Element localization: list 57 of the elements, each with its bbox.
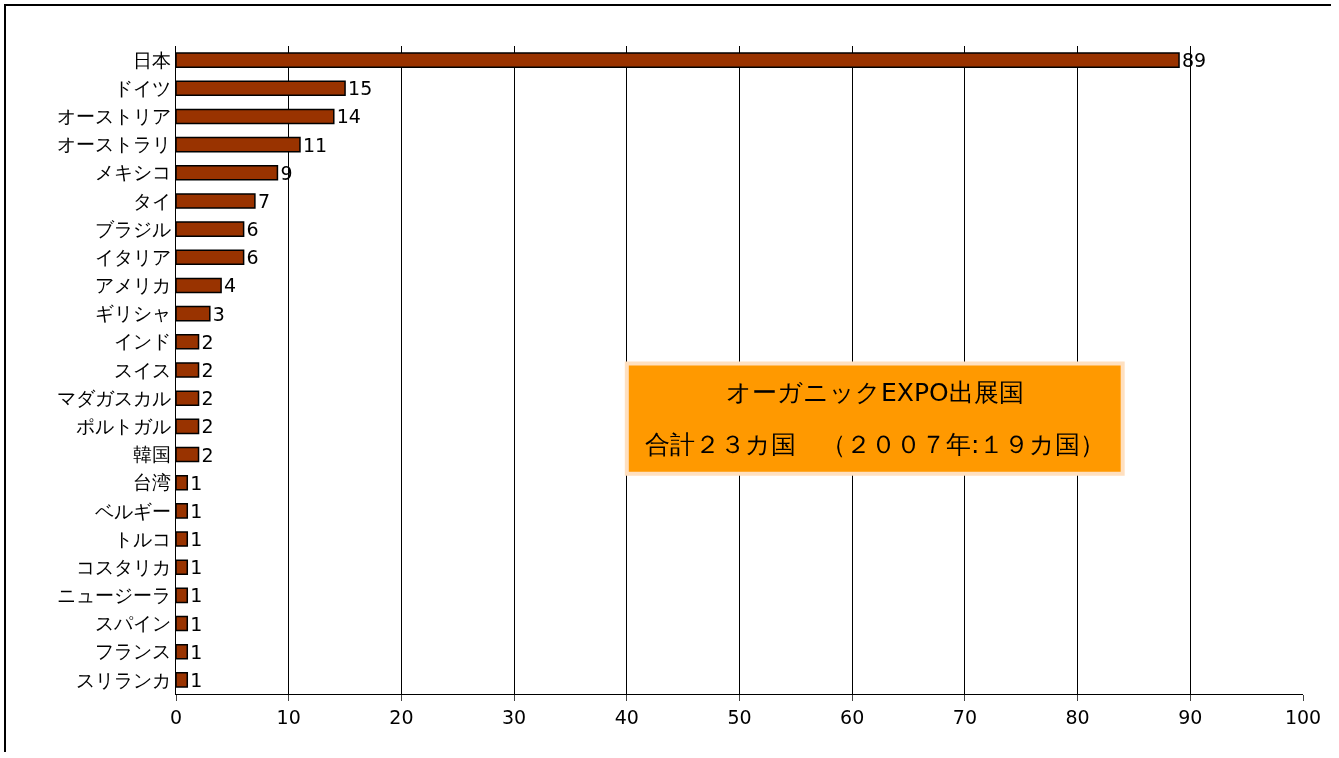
y-tick-label: ニュージーラ bbox=[57, 584, 172, 607]
x-tick-label: 40 bbox=[614, 705, 639, 728]
y-tick-label: 日本 bbox=[133, 48, 172, 71]
y-tick-label: ドイツ bbox=[114, 76, 172, 99]
y-tick-label: マダガスカル bbox=[57, 386, 172, 409]
data-label: 6 bbox=[246, 246, 259, 269]
data-label: 1 bbox=[190, 528, 203, 551]
data-label: 14 bbox=[336, 105, 361, 128]
data-label: 4 bbox=[224, 274, 237, 297]
x-tick-label: 60 bbox=[840, 705, 865, 728]
data-label: 1 bbox=[190, 668, 203, 691]
x-tick-label: 70 bbox=[952, 705, 977, 728]
data-label: 6 bbox=[246, 218, 259, 241]
annotation: 合計２３カ国 （２００７年:１９カ国） bbox=[645, 430, 1106, 459]
data-label: 3 bbox=[212, 302, 225, 325]
x-tick-label: 20 bbox=[389, 705, 414, 728]
annotation: オーガニックEXPO出展国 bbox=[726, 378, 1024, 407]
data-label: 2 bbox=[201, 387, 214, 410]
data-label: 1 bbox=[190, 612, 203, 635]
y-tick-label: イタリア bbox=[95, 245, 172, 268]
y-tick-label: ポルトガル bbox=[76, 415, 172, 437]
y-tick-label: タイ bbox=[133, 189, 172, 212]
y-tick-label: スパイン bbox=[95, 612, 172, 635]
x-tick-label: 30 bbox=[502, 705, 527, 728]
y-tick-label: アメリカ bbox=[95, 274, 172, 297]
data-label: 1 bbox=[190, 584, 203, 607]
y-tick-label: 韓国 bbox=[133, 443, 172, 466]
data-label: 11 bbox=[302, 133, 328, 156]
data-label: 1 bbox=[190, 556, 203, 579]
y-tick-label: ギリシャ bbox=[95, 302, 172, 325]
y-tick-label: オーストラリ bbox=[57, 133, 172, 156]
data-label: 2 bbox=[201, 330, 214, 353]
x-tick-label: 100 bbox=[1284, 705, 1322, 728]
data-label: 1 bbox=[190, 471, 203, 494]
x-tick-label: 80 bbox=[1065, 705, 1090, 728]
y-tick-label: コスタリカ bbox=[76, 555, 172, 578]
x-tick-label: 0 bbox=[169, 705, 183, 728]
y-tick-label: フランス bbox=[95, 640, 172, 663]
y-tick-label: インド bbox=[114, 330, 172, 353]
y-tick-label: トルコ bbox=[114, 527, 172, 550]
y-tick-label: スリランカ bbox=[76, 668, 172, 691]
y-tick-label: 台湾 bbox=[133, 471, 172, 494]
x-tick-label: 90 bbox=[1178, 705, 1203, 728]
data-label: 2 bbox=[201, 443, 214, 466]
x-tick-label: 10 bbox=[276, 705, 301, 728]
y-tick-label: ブラジル bbox=[95, 217, 172, 240]
data-label: 2 bbox=[201, 359, 214, 381]
data-label: 1 bbox=[190, 640, 203, 663]
data-label: 2 bbox=[201, 415, 214, 438]
y-tick-label: オーストリア bbox=[57, 105, 172, 128]
y-tick-label: スイス bbox=[114, 358, 172, 381]
x-tick-label: 50 bbox=[727, 705, 752, 728]
data-label: 1 bbox=[190, 499, 203, 522]
y-tick-label: メキシコ bbox=[95, 161, 172, 184]
data-label: 15 bbox=[348, 77, 373, 100]
y-tick-label: ベルギー bbox=[95, 499, 172, 522]
data-label: 7 bbox=[257, 189, 270, 212]
